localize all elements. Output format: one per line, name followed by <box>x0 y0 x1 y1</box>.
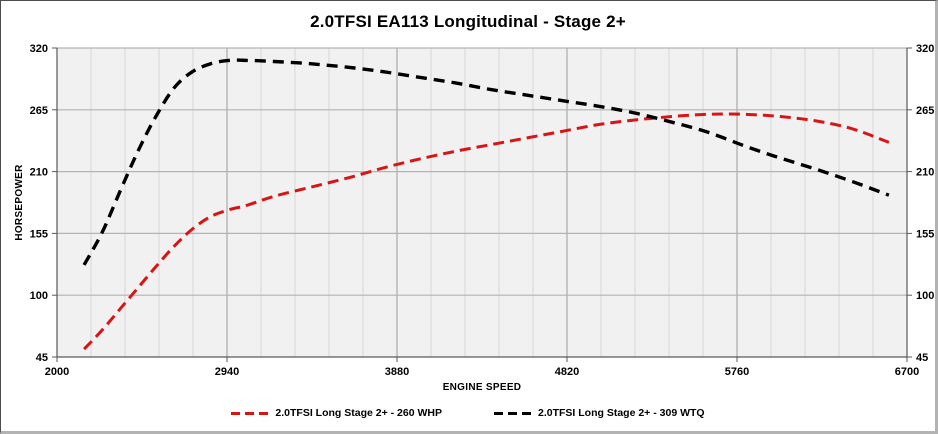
y-tick-label-right: 45 <box>916 352 928 364</box>
y-tick-label-left: 210 <box>30 167 48 179</box>
y-tick-label-left: 45 <box>36 352 48 364</box>
whp-dashed-line-swatch <box>231 411 270 415</box>
y-tick-label-right: 155 <box>916 228 934 240</box>
y-tick-label-right: 320 <box>916 43 934 55</box>
plot-background <box>57 48 907 357</box>
x-tick-label: 6700 <box>895 366 919 378</box>
x-tick-label: 2940 <box>215 366 239 378</box>
y-tick-label-left: 100 <box>30 290 48 302</box>
y-axis-title: HORSEPOWER <box>14 164 25 241</box>
legend-item-whp: 2.0TFSI Long Stage 2+ - 260 WHP <box>231 407 442 419</box>
y-tick-label-right: 100 <box>916 290 934 302</box>
y-tick-label-left: 155 <box>30 228 48 240</box>
x-tick-label: 5760 <box>725 366 749 378</box>
x-tick-label: 3880 <box>385 366 409 378</box>
y-tick-label-right: 265 <box>916 105 934 117</box>
x-tick-label: 2000 <box>45 366 69 378</box>
legend: 2.0TFSI Long Stage 2+ - 260 WHP 2.0TFSI … <box>1 407 935 419</box>
y-tick-label-left: 265 <box>30 105 48 117</box>
legend-item-wtq: 2.0TFSI Long Stage 2+ - 309 WTQ <box>494 407 705 419</box>
whp-legend-label: 2.0TFSI Long Stage 2+ - 260 WHP <box>275 407 442 419</box>
x-axis-title: ENGINE SPEED <box>443 382 522 393</box>
y-tick-label-left: 320 <box>30 43 48 55</box>
whp-curve <box>83 112 890 351</box>
wtq-dashed-line-swatch <box>494 411 532 415</box>
x-tick-label: 4820 <box>555 366 579 378</box>
wtq-curve <box>82 58 890 266</box>
chart-title: 2.0TFSI EA113 Longitudinal - Stage 2+ <box>310 12 626 31</box>
y-tick-label-right: 210 <box>916 167 934 179</box>
wtq-legend-label: 2.0TFSI Long Stage 2+ - 309 WTQ <box>538 407 705 419</box>
